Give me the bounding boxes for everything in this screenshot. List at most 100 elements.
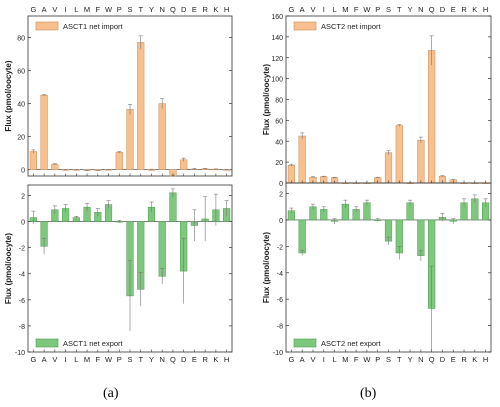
chart1-y-tick-label: -4 xyxy=(19,272,25,279)
chart3-y-tick-label: -4 xyxy=(277,271,283,278)
chart2-y-tick-label: 40 xyxy=(275,139,283,146)
chart2-x-tick-label: M xyxy=(342,5,348,14)
chart0-x-tick-label: T xyxy=(138,5,143,14)
chart3-y-tick-label: -2 xyxy=(277,244,283,251)
chart1-x-tick-label: H xyxy=(224,355,229,364)
chart0-y-tick-label: 60 xyxy=(17,69,25,76)
chart0-x-tick-label: S xyxy=(127,5,132,14)
chart3-x-tick-label: H xyxy=(483,355,488,364)
chart2-y-tick-label: 20 xyxy=(275,160,283,167)
chart3-y-tick-label: 2 xyxy=(279,192,283,199)
chart0-x-tick-label: M xyxy=(84,5,90,14)
chart3-y-tick-label: -6 xyxy=(277,297,283,304)
chart2-x-tick-label: A xyxy=(300,5,305,14)
chart0-legend-swatch xyxy=(35,21,59,31)
chart2-x-tick-label: Q xyxy=(429,5,435,14)
chart1-x-tick-label: W xyxy=(105,355,113,364)
chart2-bar-A xyxy=(298,135,306,184)
chart3-legend-label: ASCT2 net export xyxy=(321,339,382,348)
chart1-x-tick-label: Q xyxy=(170,355,176,364)
chart1-x-tick-label: Y xyxy=(149,355,154,364)
chart3-x-tick-label: D xyxy=(440,355,446,364)
chart3-group: -10 -8 -6 -4 -2 0 2 G A V I L M F W P S T Y N Q D E R K H Flux (pm… xyxy=(262,182,492,364)
chart1-x-tick-label: E xyxy=(192,355,197,364)
chart3-x-tick-label: N xyxy=(418,355,423,364)
chart2-x-tick-label: E xyxy=(451,5,456,14)
chart1-group: -10 -8 -6 -4 -2 0 2 G A V I L M F W P S T Y N Q D E R K H Flux (pm… xyxy=(4,184,233,364)
chart3-x-tick-label: Q xyxy=(429,355,435,364)
chart2-y-tick-label: 60 xyxy=(275,118,283,125)
chart3-x-tick-label: T xyxy=(397,355,402,364)
chart1-x-tick-label: F xyxy=(95,355,100,364)
chart1-x-tick-label: S xyxy=(127,355,132,364)
chart2-y-tick-label: 140 xyxy=(271,35,283,42)
chart2-y-tick-label: 100 xyxy=(271,77,283,84)
chart3-y-axis-label: Flux (pmol/oocyte) xyxy=(262,232,271,303)
chart0-y-tick-label: 40 xyxy=(17,102,25,109)
chart0-x-tick-label: P xyxy=(117,5,122,14)
chart2-x-tick-label: W xyxy=(363,5,371,14)
chart1-x-tick-label: L xyxy=(74,355,78,364)
chart1-y-tick-label: 2 xyxy=(21,193,25,200)
chart2-y-tick-label: 120 xyxy=(271,56,283,63)
chart2-x-tick-label: N xyxy=(418,5,423,14)
chart2-x-tick-label: R xyxy=(461,5,467,14)
chart3-x-tick-label: M xyxy=(342,355,348,364)
chart1-x-tick-label: A xyxy=(42,355,47,364)
chart0-x-tick-label: N xyxy=(159,5,164,14)
panel-caption-b: (b) xyxy=(360,386,377,401)
chart1-y-tick-label: 0 xyxy=(21,220,25,227)
chart0-x-tick-label: V xyxy=(52,5,57,14)
chart2-x-tick-label: T xyxy=(397,5,402,14)
chart1-y-tick-label: -6 xyxy=(19,298,25,305)
chart3-x-tick-label: E xyxy=(451,355,456,364)
chart1-bar-N xyxy=(158,221,166,277)
chart3-y-tick-label: 0 xyxy=(279,218,283,225)
chart3-x-tick-label: F xyxy=(354,355,359,364)
chart2-y-tick-label: 0 xyxy=(279,181,283,188)
chart1-x-tick-label: V xyxy=(52,355,57,364)
chart2-x-tick-label: F xyxy=(354,5,359,14)
chart0-x-tick-label: L xyxy=(74,5,78,14)
chart2-x-tick-label: L xyxy=(332,5,336,14)
chart3-x-tick-label: P xyxy=(375,355,380,364)
chart0-y-tick-label: 80 xyxy=(17,35,25,42)
chart2-bar-T xyxy=(395,125,403,184)
chart1-y-tick-label: -10 xyxy=(15,350,25,357)
chart1-y-tick-label: -2 xyxy=(19,246,25,253)
chart0-bar-A xyxy=(40,95,48,170)
chart0-x-tick-label: H xyxy=(224,5,229,14)
chart1-y-axis-label: Flux (pmol/oocyte) xyxy=(4,233,13,304)
chart2-y-tick-label: 80 xyxy=(275,98,283,105)
chart1-x-tick-label: D xyxy=(181,355,187,364)
chart2-bar-N xyxy=(417,139,425,184)
chart0-bar-N xyxy=(158,103,166,170)
chart2-y-axis-label: Flux (pmol/oocyte) xyxy=(262,64,271,135)
chart0-group: 0 20 40 60 80 G A V I L M F W P S T Y N Q D E R K H Flux (pmol/o… xyxy=(4,5,233,177)
chart0-y-tick-label: 0 xyxy=(21,168,25,175)
chart3-x-tick-label: S xyxy=(386,355,391,364)
chart3-legend-swatch xyxy=(293,338,317,348)
chart0-bar-G xyxy=(29,151,37,170)
chart2-group: 0 20 40 60 80 100 120 140 160 G A V I L M F W P S T Y N Q D E R K H… xyxy=(262,5,492,188)
chart1-x-tick-label: M xyxy=(84,355,90,364)
chart3-x-tick-label: L xyxy=(332,355,336,364)
chart2-legend-label: ASCT2 net import xyxy=(321,22,382,31)
chart2-x-tick-label: V xyxy=(310,5,315,14)
chart0-x-tick-label: E xyxy=(192,5,197,14)
chart0-x-tick-label: I xyxy=(65,5,67,14)
chart2-x-tick-label: I xyxy=(323,5,325,14)
chart2-y-tick-label: 160 xyxy=(271,14,283,21)
chart3-frame xyxy=(285,182,492,353)
chart2-x-tick-label: G xyxy=(288,5,294,14)
chart3-x-tick-label: A xyxy=(300,355,305,364)
chart3-x-tick-label: K xyxy=(472,355,477,364)
chart0-bar-T xyxy=(137,42,145,170)
chart0-x-tick-label: Y xyxy=(149,5,154,14)
chart2-bar-G xyxy=(287,165,295,184)
chart1-bar-Q xyxy=(169,192,177,222)
chart0-legend-label: ASCT1 net import xyxy=(63,22,124,31)
chart1-x-tick-label: N xyxy=(159,355,164,364)
chart3-x-tick-label: R xyxy=(461,355,467,364)
chart0-x-tick-label: G xyxy=(30,5,36,14)
